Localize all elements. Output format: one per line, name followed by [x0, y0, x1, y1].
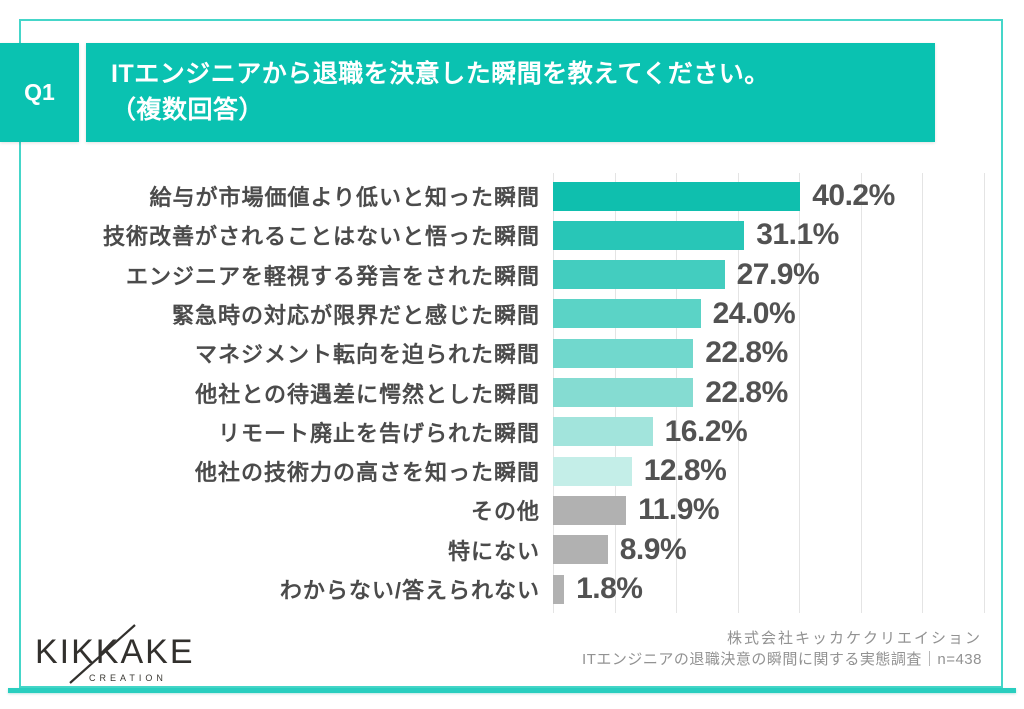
frame-border [19, 19, 1003, 688]
logo-slash-icon [69, 624, 136, 684]
bottom-accent-bar [8, 688, 1016, 693]
category-label: わからない/答えられない [279, 578, 540, 603]
value-label: 11.9% [638, 493, 720, 527]
bar-chart: 給与が市場価値より低いと知った瞬間 40.2% 技術改善がされることはないと悟った瞬… [30, 171, 994, 619]
bar [553, 338, 694, 368]
chart-row: リモート廃止を告げられた瞬間 16.2% [30, 414, 994, 448]
category-label: 他社との待遇差に愕然とした瞬間 [195, 381, 540, 407]
bar [553, 417, 653, 447]
bar [553, 574, 565, 604]
bar [553, 535, 608, 565]
value-label: 16.2% [664, 414, 748, 448]
kikkake-logo: KIKKAKE CREATION [33, 620, 213, 690]
bar [553, 181, 801, 211]
question-number: Q1 [24, 79, 55, 105]
chart-row: エンジニアを軽視する発言をされた瞬間 27.9% [30, 257, 994, 291]
chart-row: 特にない 8.9% [30, 532, 994, 566]
value-label: 22.8% [705, 375, 788, 409]
value-label: 8.9% [619, 532, 687, 566]
chart-row: 他社との待遇差に愕然とした瞬間 22.8% [30, 375, 994, 409]
category-label: 特にない [447, 538, 540, 564]
category-label: 給与が市場価値より低いと知った瞬間 [149, 185, 540, 210]
source-company: 株式会社キッカケクリエイション [726, 630, 982, 647]
value-label: 1.8% [576, 572, 643, 605]
category-label: その他 [470, 499, 540, 525]
chart-row: マネジメント転向を迫られた瞬間 22.8% [30, 336, 994, 370]
gridline [983, 173, 985, 613]
source-survey: ITエンジニアの退職決意の瞬間に関する実態調査｜n=438 [582, 651, 982, 668]
bar [553, 220, 745, 250]
bar [553, 456, 632, 486]
gridline [860, 173, 862, 613]
logo-subtext: CREATION [89, 673, 167, 683]
chart-row: その他 11.9% [30, 493, 994, 527]
question-title: ITエンジニアから退職を決意した瞬間を教えてください。 [111, 60, 770, 88]
category-label: リモート廃止を告げられた瞬間 [217, 420, 540, 446]
question-title-box: ITエンジニアから退職を決意した瞬間を教えてください。 （複数回答） [86, 43, 935, 142]
gridline [799, 173, 800, 613]
chart-row: 技術改善がされることはないと悟った瞬間 31.1% [30, 218, 994, 252]
chart-row: 他社の技術力の高さを知った瞬間 12.8% [30, 454, 994, 488]
bar [553, 495, 627, 525]
value-label: 24.0% [712, 296, 796, 330]
source-note: 株式会社キッカケクリエイション ITエンジニアの退職決意の瞬間に関する実態調査｜… [582, 628, 982, 670]
value-label: 12.8% [643, 454, 727, 488]
gridline [737, 173, 739, 613]
category-label: マネジメント転向を迫られた瞬間 [194, 342, 540, 368]
value-label: 27.9% [736, 257, 820, 291]
category-label: 緊急時の対応が限界だと感じた瞬間 [171, 302, 540, 328]
bar [553, 260, 725, 290]
category-label: 技術改善がされることはないと悟った瞬間 [102, 224, 540, 250]
logo-wordmark: KIKKAKE [35, 633, 195, 671]
question-subtitle: （複数回答） [111, 96, 265, 124]
value-label: 22.8% [705, 336, 788, 370]
category-label: 他社の技術力の高さを知った瞬間 [194, 460, 540, 486]
chart-row: わからない/答えられない 1.8% [30, 572, 994, 605]
category-label: エンジニアを軽視する発言をされた瞬間 [125, 263, 540, 289]
chart-row: 給与が市場価値より低いと知った瞬間 40.2% [30, 179, 994, 212]
value-label: 31.1% [756, 218, 839, 252]
bar [553, 378, 694, 407]
bar [553, 299, 701, 329]
gridline [922, 173, 923, 613]
chart-row: 緊急時の対応が限界だと感じた瞬間 24.0% [30, 296, 994, 330]
value-label: 40.2% [812, 179, 895, 212]
question-number-badge: Q1 [0, 43, 79, 142]
